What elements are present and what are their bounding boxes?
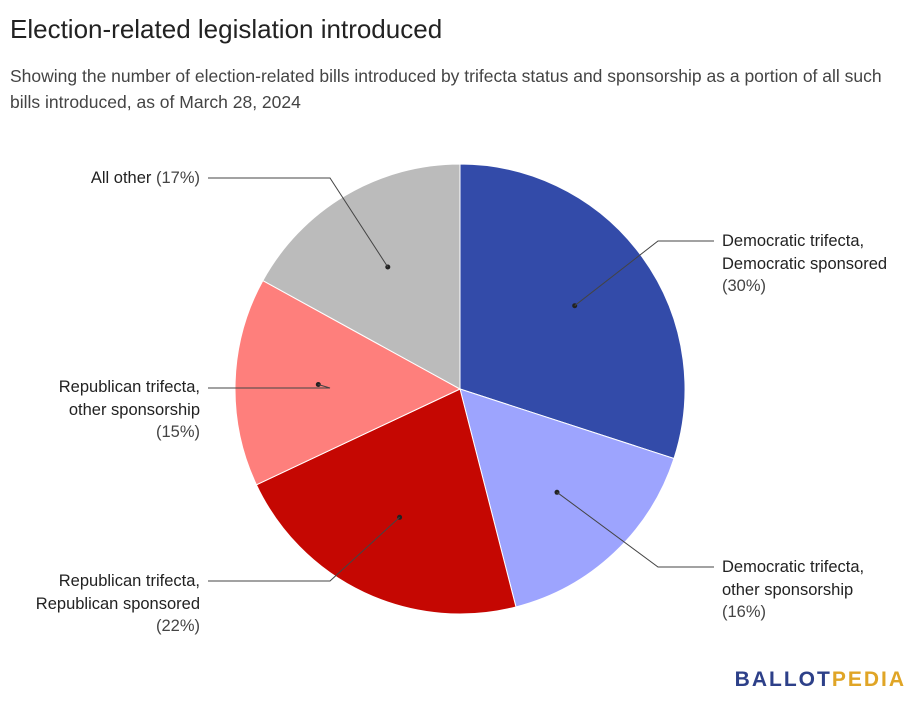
slice-label-name: All other (90, 169, 152, 187)
slice-label-line: Republican sponsored (35, 594, 200, 613)
logo-part-pedia: PEDIA (831, 668, 906, 691)
chart-title: Election-related legislation introduced (10, 14, 443, 44)
logo-part-ballot: BALLOT (734, 668, 832, 691)
slice-label-line: Democratic sponsored (722, 254, 888, 273)
slice-label-percent: (22%) (155, 617, 200, 635)
slice-label-percent: (15%) (155, 423, 200, 441)
slice-label-line: other sponsorship (68, 400, 200, 419)
slice-label-4: All other (17%) (91, 167, 200, 190)
leader-line-0 (574, 240, 714, 307)
slice-label-percent: (16%) (722, 603, 767, 621)
pie-slice-2 (255, 388, 517, 615)
slice-label-percent: (17%) (155, 169, 200, 187)
slice-label-line: Republican trifecta, (58, 378, 200, 396)
chart-subtitle: Showing the number of election-related b… (10, 66, 882, 112)
leader-line-2 (208, 516, 400, 582)
slice-label-line: other sponsorship (722, 580, 854, 599)
pie-slice-1 (459, 388, 675, 608)
slice-label-line: Democratic trifecta, (722, 558, 865, 576)
slice-label-2: Republican trifecta, Republican sponsored… (36, 570, 200, 638)
slice-label-line: Democratic trifecta, (722, 232, 865, 250)
pie-slice-4 (262, 163, 461, 390)
leader-line-1 (556, 491, 714, 568)
slice-label-0: Democratic trifecta, Democratic sponsored… (722, 230, 887, 298)
slice-label-percent: (30%) (722, 277, 767, 295)
slice-label-line: Republican trifecta, (58, 572, 200, 590)
slice-label-3: Republican trifecta, other sponsorship (15… (59, 376, 200, 444)
ballotpedia-logo: BALLOTPEDIA (735, 668, 906, 692)
leader-line-3 (208, 384, 331, 389)
pie-slice-0 (459, 163, 686, 460)
slice-label-1: Democratic trifecta, other sponsorship (16… (722, 556, 864, 624)
leader-line-4 (208, 177, 389, 268)
pie-slice-3 (234, 279, 462, 486)
